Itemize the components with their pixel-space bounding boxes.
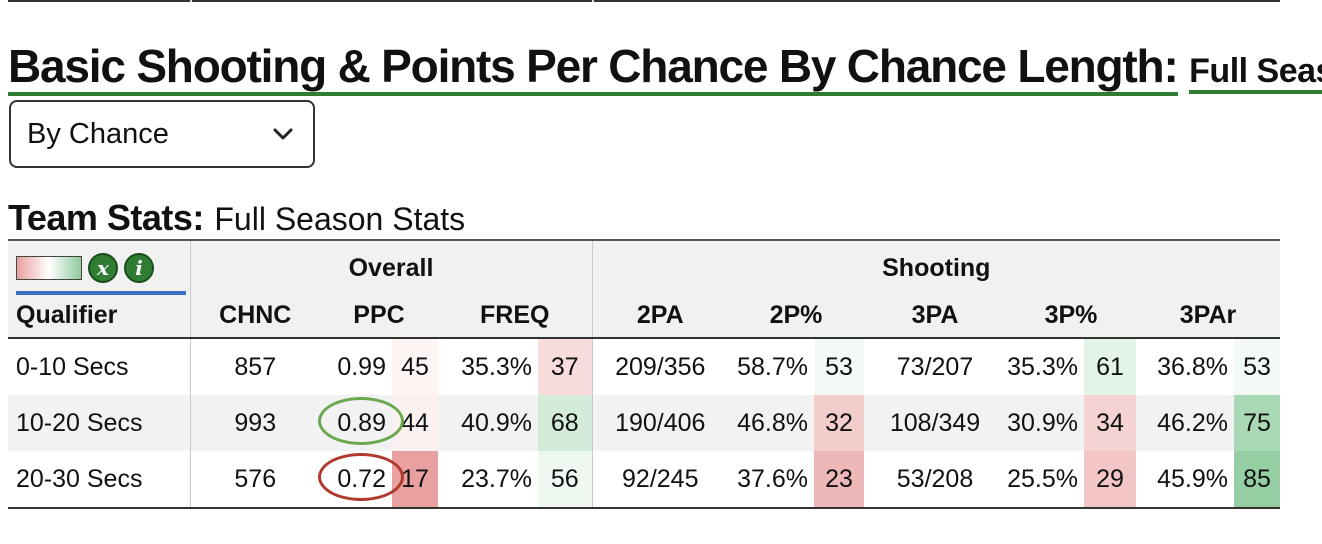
ppc-cell: 0.89	[318, 395, 404, 451]
team-stats-table: x i Overall Shooting Qualifier CHNC PPC …	[8, 239, 1281, 509]
freq-rank-cell: 68	[538, 395, 593, 451]
3par-cell: 36.8%	[1157, 352, 1228, 381]
selection-indicator	[16, 291, 186, 295]
export-x-button[interactable]: x	[88, 253, 118, 283]
color-scale-legend	[16, 256, 82, 280]
page-title-suffix: Full Seas	[1189, 52, 1322, 94]
page-title: Basic Shooting & Points Per Chance By Ch…	[8, 38, 1322, 99]
freq-cell: 40.9%	[438, 395, 538, 451]
2p-pct-rank-cell: 32	[814, 395, 864, 451]
col-freq[interactable]: FREQ	[438, 293, 593, 339]
3p-pct-rank-cell: 29	[1084, 451, 1136, 509]
col-2pa[interactable]: 2PA	[592, 293, 728, 339]
view-select-value: By Chance	[27, 117, 169, 150]
col-ppc[interactable]: PPC	[320, 293, 438, 339]
ppc-rank-cell: 17	[392, 451, 438, 509]
3p-pct-cell: 25.5%	[1006, 451, 1084, 509]
info-button[interactable]: i	[124, 253, 154, 283]
2pa-cell: 92/245	[592, 451, 728, 509]
table-row: 0-10 Secs 857 0.99 45 35.3% 37 209/356 5…	[8, 338, 1281, 395]
table-row: 20-30 Secs 576 0.72 17 23.7% 56 92/245 3…	[8, 451, 1281, 509]
group-shooting: Shooting	[592, 239, 1281, 293]
ppc-rank-cell: 45	[392, 338, 438, 395]
3par-rank-cell: 53	[1234, 338, 1281, 395]
col-3pa[interactable]: 3PA	[864, 293, 1006, 339]
group-overall: Overall	[190, 239, 593, 293]
3pa-cell: 73/207	[896, 352, 974, 381]
3pa-cell: 53/208	[864, 451, 1006, 509]
table-column-header: Qualifier CHNC PPC FREQ 2PA 2P% 3PA 3P% …	[8, 293, 1281, 339]
ppc-value: 0.72	[337, 464, 386, 493]
page-title-main: Basic Shooting & Points Per Chance By Ch…	[8, 40, 1179, 96]
freq-rank-cell: 56	[538, 451, 593, 509]
2p-pct-cell: 37.6%	[728, 451, 814, 509]
2p-pct-rank-cell: 53	[814, 338, 864, 395]
qualifier-cell: 20-30 Secs	[8, 451, 191, 509]
team-stats-subtitle: Full Season Stats	[214, 201, 466, 237]
ppc-cell: 0.99	[337, 352, 386, 381]
table-group-header: x i Overall Shooting	[8, 239, 1281, 295]
freq-cell: 23.7%	[438, 451, 538, 509]
team-stats-title: Team Stats:	[8, 197, 204, 238]
3par-rank-cell: 85	[1234, 451, 1281, 509]
qualifier-cell: 10-20 Secs	[8, 395, 191, 451]
view-select[interactable]: By Chance	[9, 100, 315, 168]
freq-rank-cell: 37	[538, 338, 593, 395]
3par-cell: 46.2%	[1136, 395, 1234, 451]
freq-cell: 35.3%	[461, 352, 532, 381]
3p-pct-rank-cell: 61	[1084, 338, 1136, 395]
chnc-cell: 576	[190, 451, 320, 509]
3p-pct-cell: 35.3%	[1007, 352, 1078, 381]
3par-cell: 45.9%	[1136, 451, 1234, 509]
top-divider	[8, 0, 1280, 2]
chevron-down-icon	[273, 128, 293, 140]
table-row: 10-20 Secs 993 0.89 44 40.9% 68 190/406 …	[8, 395, 1281, 451]
2p-pct-cell: 58.7%	[737, 352, 808, 381]
3p-pct-rank-cell: 34	[1084, 395, 1136, 451]
col-qualifier[interactable]: Qualifier	[8, 293, 191, 339]
col-2p-pct[interactable]: 2P%	[728, 293, 864, 339]
3p-pct-cell: 30.9%	[1006, 395, 1084, 451]
2p-pct-rank-cell: 23	[814, 451, 864, 509]
3par-rank-cell: 75	[1234, 395, 1281, 451]
2pa-cell: 209/356	[615, 352, 706, 381]
ppc-rank-cell: 44	[392, 395, 438, 451]
ppc-cell: 0.72	[318, 451, 404, 509]
team-stats-heading: Team Stats: Full Season Stats	[8, 196, 465, 248]
col-3par[interactable]: 3PAr	[1136, 293, 1281, 339]
qualifier-cell: 0-10 Secs	[8, 338, 191, 395]
chnc-cell: 993	[190, 395, 320, 451]
ppc-value: 0.89	[337, 408, 386, 437]
legend-cell: x i	[8, 239, 191, 295]
2pa-cell: 190/406	[592, 395, 728, 451]
col-3p-pct[interactable]: 3P%	[1006, 293, 1136, 339]
2p-pct-cell: 46.8%	[728, 395, 814, 451]
col-chnc[interactable]: CHNC	[190, 293, 320, 339]
chnc-cell: 857	[234, 352, 277, 381]
3pa-cell: 108/349	[864, 395, 1006, 451]
